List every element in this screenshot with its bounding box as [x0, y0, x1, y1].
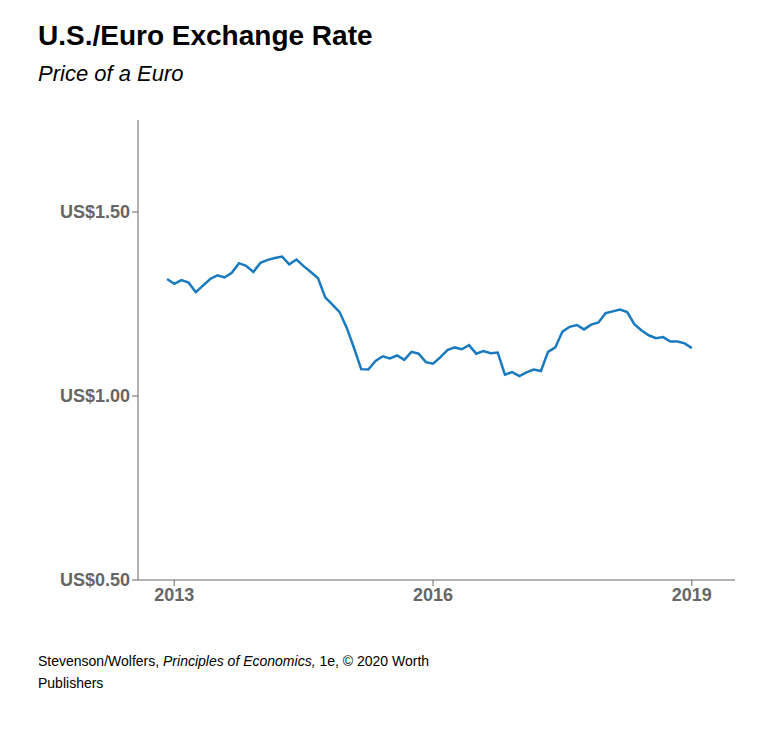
svg-text:US$1.50: US$1.50	[60, 202, 130, 222]
svg-text:2019: 2019	[672, 585, 712, 605]
svg-text:2013: 2013	[154, 585, 194, 605]
svg-text:US$0.50: US$0.50	[60, 570, 130, 590]
html-text:Publishers: Publishers	[38, 675, 104, 691]
html-text:Stevenson/Wolfers, Principles: Stevenson/Wolfers, Principles of Economi…	[38, 653, 430, 669]
svg-text:US$1.00: US$1.00	[60, 386, 130, 406]
svg-text:2016: 2016	[413, 585, 453, 605]
html-text:Price of a Euro: Price of a Euro	[38, 61, 184, 86]
html-text:U.S./Euro Exchange Rate: U.S./Euro Exchange Rate	[38, 20, 373, 51]
